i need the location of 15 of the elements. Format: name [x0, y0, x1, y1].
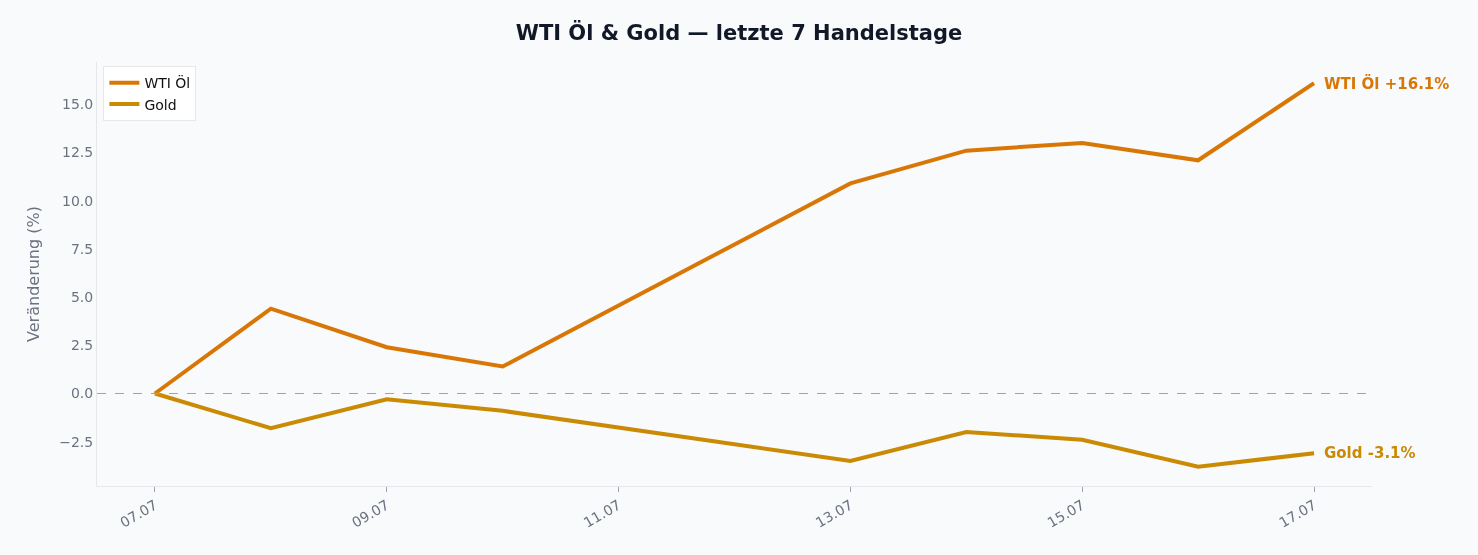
y-tick-label: 5.0 — [70, 289, 94, 306]
y-tick-label: 7.5 — [70, 240, 94, 257]
y-axis-title: Veränderung (%) — [24, 206, 44, 342]
legend-label: WTI Öl — [144, 74, 191, 92]
y-tick-label: 12.5 — [62, 144, 94, 161]
y-tick-label: 0.0 — [70, 385, 94, 402]
y-tick-label: 15.0 — [62, 96, 94, 113]
chart-title: WTI Öl & Gold — letzte 7 Handelstage — [515, 19, 963, 45]
y-tick-label: 10.0 — [62, 192, 94, 209]
y-tick-label: 2.5 — [70, 337, 94, 354]
line-series — [152, 391, 1317, 469]
annotation: Gold -3.1% — [1324, 444, 1416, 462]
y-tick-label: −2.5 — [59, 433, 94, 450]
annotation: WTI Öl +16.1% — [1324, 74, 1450, 93]
legend-label: Gold — [144, 96, 177, 113]
